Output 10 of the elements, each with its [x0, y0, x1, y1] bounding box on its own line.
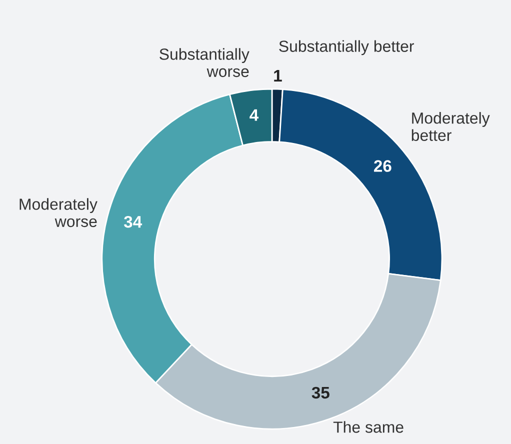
slice-label: Substantially better [279, 40, 414, 56]
slice-label: Substantially worse [160, 48, 250, 78]
data-label: 1 [274, 70, 282, 82]
data-label: 4 [250, 109, 259, 121]
slice-label: Moderately worse [20, 198, 98, 228]
slice-label: The same [333, 421, 404, 433]
data-label: 26 [374, 160, 392, 172]
data-label: 34 [124, 216, 142, 228]
slice-label: Moderately better [412, 112, 490, 141]
data-label: 35 [312, 386, 330, 399]
